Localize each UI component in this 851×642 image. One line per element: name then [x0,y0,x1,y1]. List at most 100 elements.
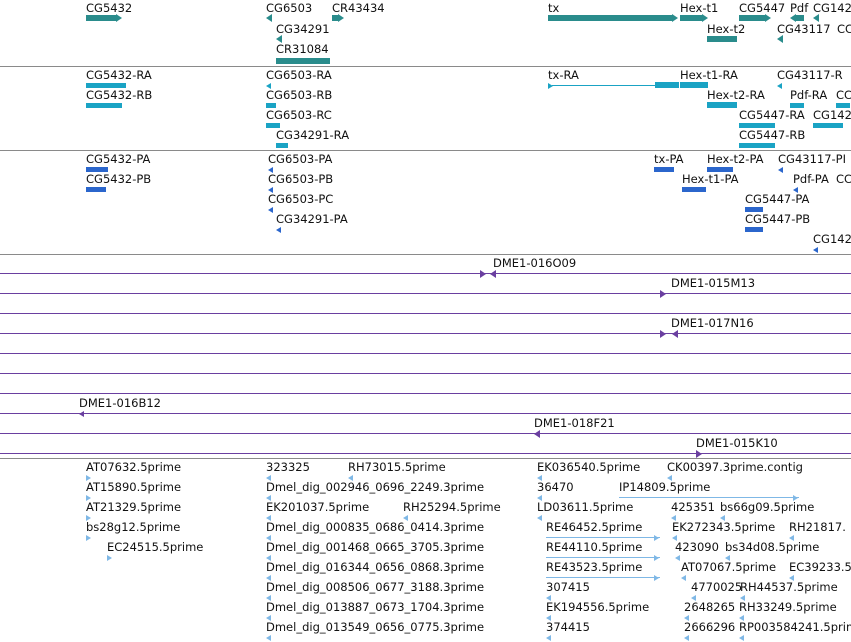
est-label[interactable]: 36470 [537,480,574,494]
est-label[interactable]: Dmel_dig_008506_0677_3188.3prime [266,580,485,594]
protein-glyph[interactable] [654,167,674,172]
est-label[interactable]: EC24515.5prime [107,540,204,554]
transcript-label[interactable]: CC [836,88,851,102]
est-label[interactable]: 2648265 [684,600,736,614]
gene-label[interactable]: CG34291 [276,22,330,36]
protein-label[interactable]: CG142 [813,232,851,246]
est-label[interactable]: AT07632.5prime [86,460,182,474]
clone-label[interactable]: DME1-016B12 [79,396,161,410]
gene-glyph[interactable] [548,15,672,21]
clone-line[interactable] [0,313,851,314]
est-label[interactable]: EK201037.5prime [266,500,370,514]
est-label[interactable]: Dmel_dig_000835_0686_0414.3prime [266,520,485,534]
transcript-label[interactable]: CG5447-RB [739,128,806,142]
est-label[interactable]: RE46452.5prime [546,520,643,534]
gene-glyph[interactable] [86,15,116,21]
gene-glyph[interactable] [796,15,804,21]
protein-label[interactable]: Pdf-PA [793,172,829,186]
clone-label[interactable]: DME1-015K10 [696,436,778,450]
protein-label[interactable]: tx-PA [654,152,684,166]
transcript-glyph[interactable] [266,123,280,128]
transcript-label[interactable]: CG5447-RA [739,108,805,122]
gene-glyph[interactable] [332,15,338,21]
protein-label[interactable]: CG6503-PB [268,172,334,186]
transcript-label[interactable]: CG142 [813,108,851,122]
transcript-glyph[interactable] [739,123,775,128]
gene-label[interactable]: CG5432 [86,1,133,15]
gene-label[interactable]: Hex-t1 [680,1,719,15]
transcript-glyph[interactable] [86,103,122,108]
gene-label[interactable]: tx [548,1,560,15]
est-label[interactable]: 425351 [671,500,715,514]
gene-label[interactable]: CR43434 [332,1,385,15]
clone-line[interactable] [0,453,851,454]
gene-label[interactable]: CC [837,22,851,36]
est-label[interactable]: EK194556.5prime [546,600,650,614]
est-label[interactable]: 307415 [546,580,590,594]
transcript-label[interactable]: Hex-t1-RA [680,68,738,82]
clone-label[interactable]: DME1-016O09 [493,256,577,270]
protein-glyph[interactable] [682,187,706,192]
transcript-label[interactable]: CG43117-R [777,68,843,82]
transcript-label[interactable]: CG5432-RB [86,88,153,102]
est-label[interactable]: RH33249.5prime [739,600,837,614]
est-label[interactable]: CK00397.3prime.contig [667,460,803,474]
est-label[interactable]: 2666296 [684,620,736,634]
transcript-label[interactable]: CG5432-RA [86,68,152,82]
transcript-glyph[interactable] [266,103,276,108]
est-line[interactable] [546,577,660,578]
est-label[interactable]: bs34d08.5prime [725,540,820,554]
transcript-glyph[interactable] [86,83,126,88]
clone-line[interactable] [0,353,851,354]
est-label[interactable]: IP14809.5prime [619,480,711,494]
est-label[interactable]: bs28g12.5prime [86,520,181,534]
protein-label[interactable]: Hex-t2-PA [707,152,764,166]
transcript-label[interactable]: CG6503-RC [266,108,332,122]
transcript-label[interactable]: Pdf-RA [790,88,828,102]
est-label[interactable]: AT21329.5prime [86,500,182,514]
est-label[interactable]: RH73015.5prime [348,460,446,474]
transcript-glyph[interactable] [836,103,850,108]
gene-glyph[interactable] [739,15,765,21]
gene-label[interactable]: CG43117 [777,22,831,36]
protein-glyph[interactable] [707,167,733,172]
est-label[interactable]: Dmel_dig_002946_0696_2249.3prime [266,480,485,494]
transcript-glyph[interactable] [680,82,708,88]
clone-line[interactable] [0,373,851,374]
transcript-glyph[interactable] [813,123,843,128]
protein-glyph[interactable] [745,207,763,212]
protein-label[interactable]: CG5447-PB [745,212,811,226]
clone-line[interactable] [0,333,851,334]
est-line[interactable] [619,497,799,498]
protein-label[interactable]: CG6503-PA [268,152,333,166]
est-label[interactable]: Dmel_dig_016344_0656_0868.3prime [266,560,485,574]
protein-label[interactable]: CG5432-PA [86,152,151,166]
transcript-label[interactable]: CG6503-RA [266,68,332,82]
clone-line[interactable] [0,273,851,274]
est-label[interactable]: 423090 [675,540,719,554]
gene-label[interactable]: Pdf [790,1,809,15]
transcript-glyph[interactable] [790,103,804,108]
protein-label[interactable]: CG5432-PB [86,172,152,186]
est-label[interactable]: RE44110.5prime [546,540,643,554]
protein-label[interactable]: Hex-t1-PA [682,172,739,186]
gene-label[interactable]: CG6503 [266,1,313,15]
protein-label[interactable]: CG6503-PC [268,192,334,206]
est-label[interactable]: Dmel_dig_013887_0673_1704.3prime [266,600,485,614]
protein-glyph[interactable] [745,227,763,232]
gene-label[interactable]: Hex-t2 [707,22,746,36]
transcript-label[interactable]: CG34291-RA [276,128,350,142]
est-line[interactable] [546,537,660,538]
clone-label[interactable]: DME1-017N16 [671,316,754,330]
transcript-label[interactable]: Hex-t2-RA [707,88,765,102]
transcript-glyph[interactable] [655,82,679,88]
est-label[interactable]: RE43523.5prime [546,560,643,574]
est-label[interactable]: AT15890.5prime [86,480,182,494]
est-label[interactable]: RH25294.5prime [403,500,501,514]
est-label[interactable]: RH44537.5prime [740,580,838,594]
est-label[interactable]: RP003584241.5prime [739,620,851,634]
protein-label[interactable]: CG43117-PI [778,152,847,166]
est-line[interactable] [546,557,660,558]
est-label[interactable]: Dmel_dig_013549_0656_0775.3prime [266,620,485,634]
transcript-glyph[interactable] [276,143,288,148]
